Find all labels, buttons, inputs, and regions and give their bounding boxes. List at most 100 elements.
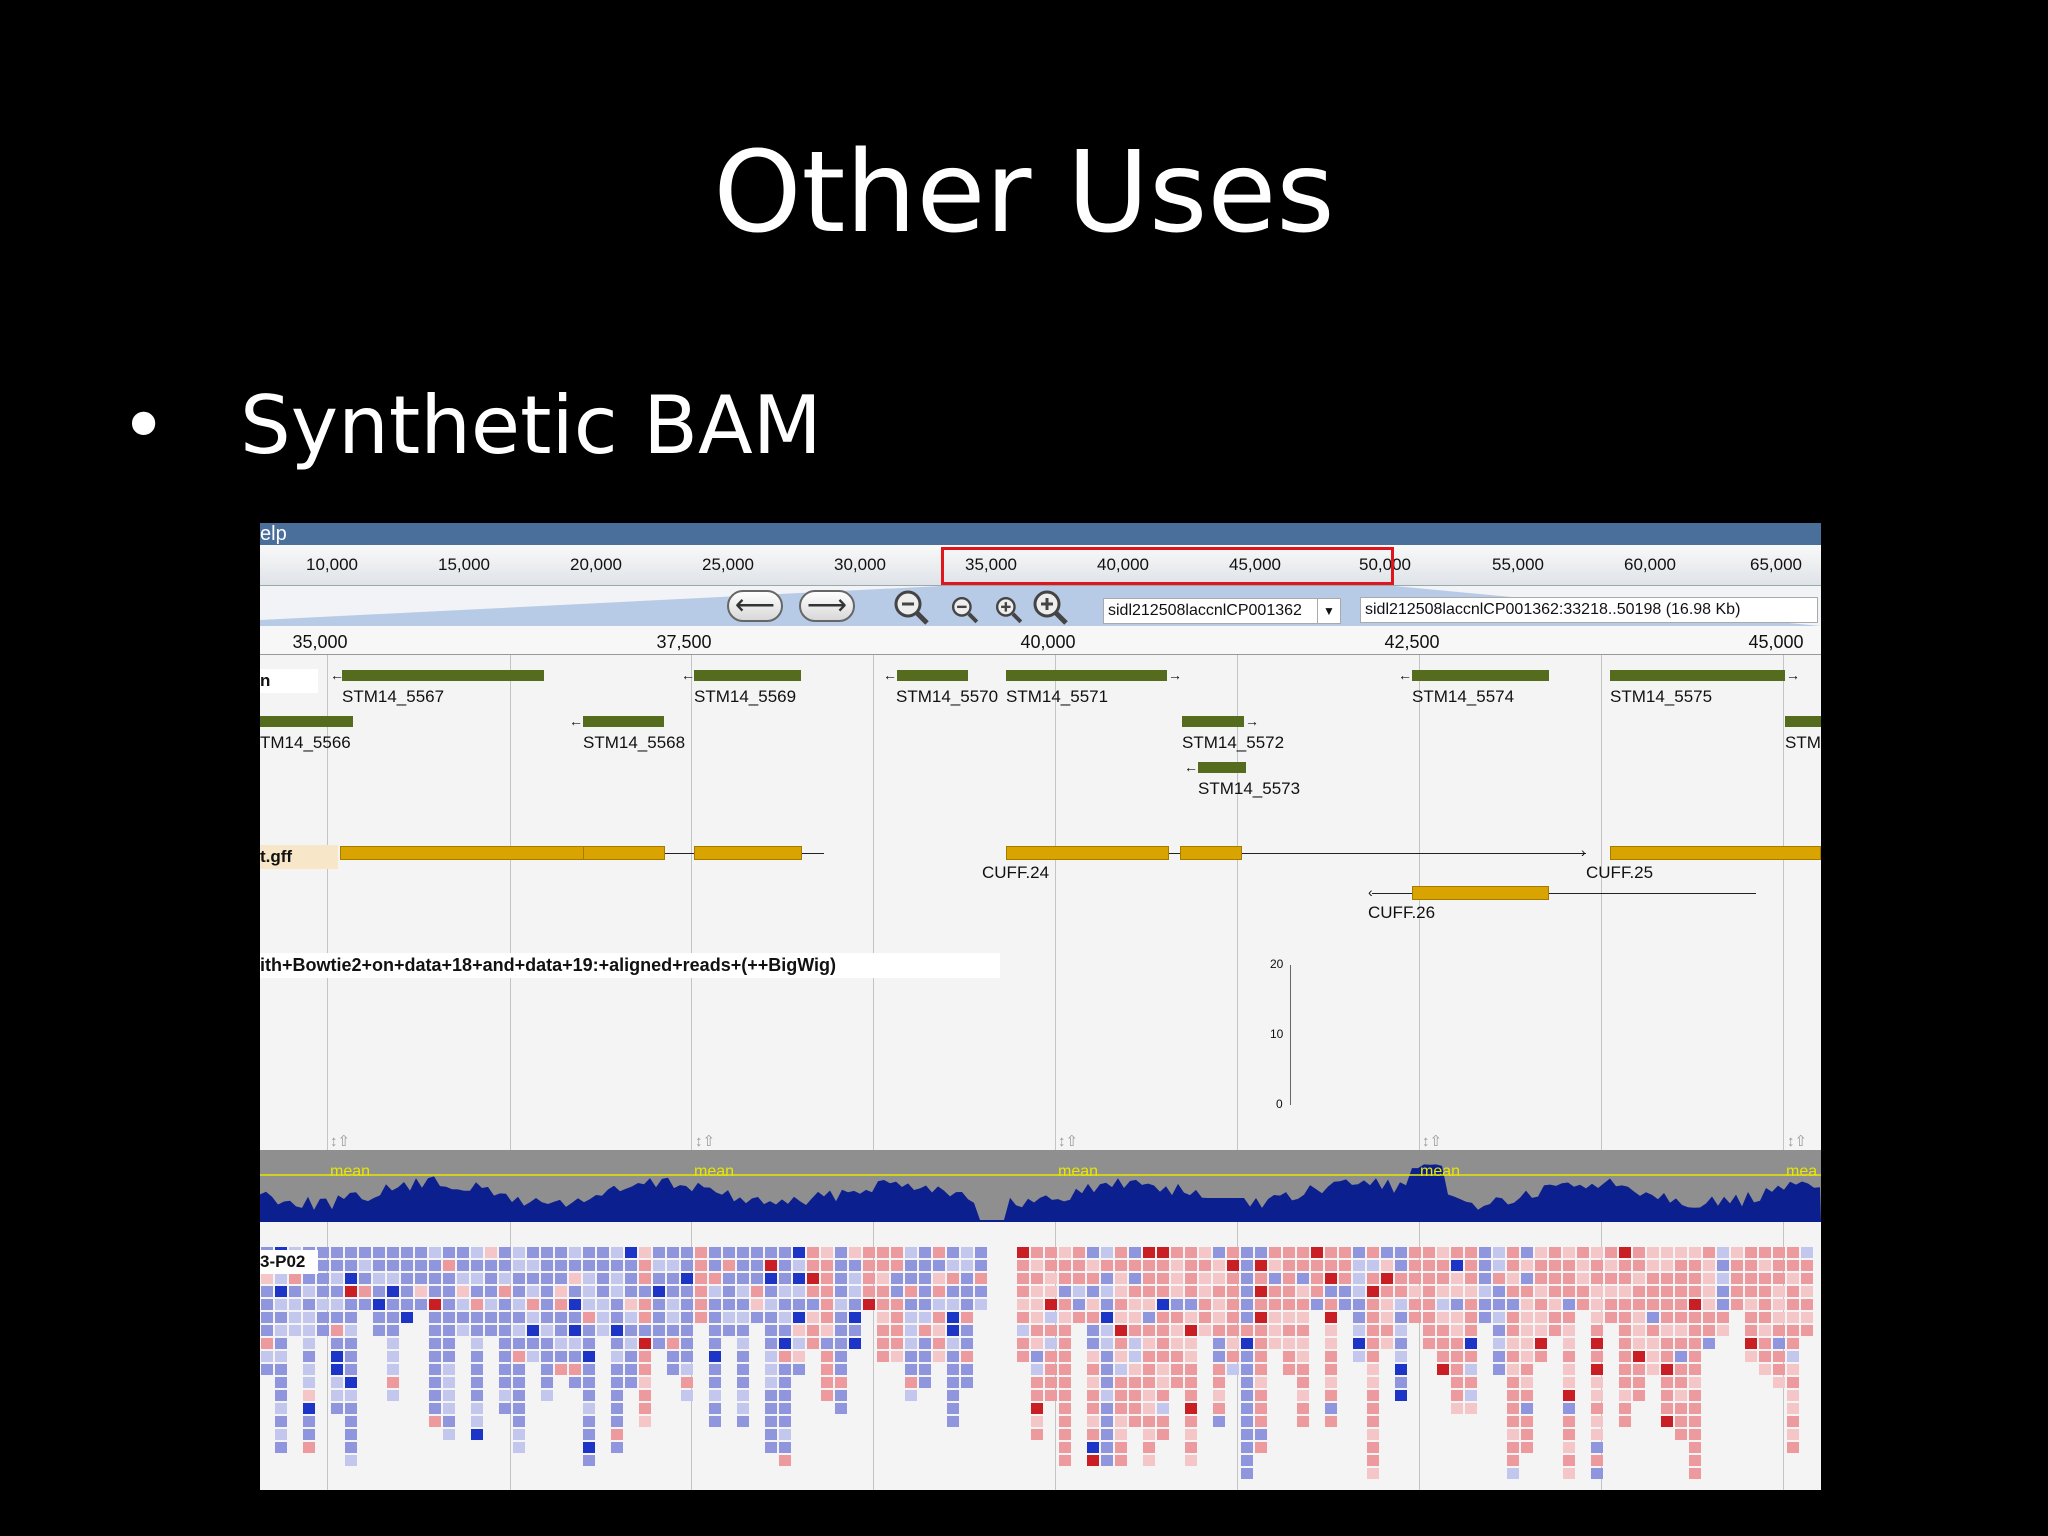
read-tile [821,1260,833,1271]
read-tile [1465,1377,1477,1388]
read-tile [1619,1325,1631,1336]
read-tile [1157,1403,1169,1414]
read-tile [667,1325,679,1336]
gene-feature[interactable] [260,716,353,727]
pan-left-button[interactable]: ⟵ [727,590,783,622]
read-tile [555,1260,567,1271]
overview-tick: 25,000 [702,555,754,574]
read-tile [1591,1247,1603,1258]
cufflinks-exon[interactable] [694,846,802,860]
gene-track-label[interactable]: n [260,669,318,693]
gene-feature[interactable] [1198,762,1246,773]
read-tile [1563,1390,1575,1401]
read-tile [765,1377,777,1388]
read-tile [835,1338,847,1349]
gene-feature[interactable] [1412,670,1549,681]
read-tile [583,1442,595,1453]
read-tile [1129,1364,1141,1375]
read-tile [1521,1325,1533,1336]
read-tile [345,1364,357,1375]
gene-feature[interactable] [897,670,968,681]
coverage-plot[interactable] [260,1150,1821,1222]
read-tile [737,1377,749,1388]
read-tile [1325,1286,1337,1297]
read-tile [1465,1325,1477,1336]
read-tile [709,1390,721,1401]
read-tile [1255,1390,1267,1401]
read-tile [1507,1364,1519,1375]
zoom-in-small-icon[interactable] [994,595,1024,625]
read-tile [947,1377,959,1388]
read-tile [1325,1416,1337,1427]
zoom-out-big-icon[interactable] [893,589,931,627]
zoom-out-small-icon[interactable] [950,595,980,625]
read-tile [401,1312,413,1323]
read-tile [415,1260,427,1271]
read-tile [933,1338,945,1349]
read-tile [569,1364,581,1375]
gene-feature[interactable] [1610,670,1785,681]
read-tile [611,1403,623,1414]
read-tile [1703,1338,1715,1349]
read-tile [1633,1312,1645,1323]
bigwig-track-icon: ↕⇧ [1422,1133,1443,1150]
read-tile [1717,1312,1729,1323]
location-input[interactable]: sidl212508laccnlCP001362:33218..50198 (1… [1360,597,1818,623]
overview-ruler[interactable]: 10,000 15,000 20,000 25,000 30,000 35,00… [260,545,1821,586]
help-menu[interactable]: elp [260,523,287,545]
alignment-track-label[interactable]: 3-P02 [260,1250,318,1274]
read-tile [1143,1312,1155,1323]
read-tile [1675,1260,1687,1271]
gene-feature[interactable] [1182,716,1244,727]
read-tile [1661,1312,1673,1323]
read-tile [1535,1260,1547,1271]
read-tile [303,1299,315,1310]
cufflinks-exon[interactable] [340,846,585,860]
read-tile [1031,1403,1043,1414]
read-tile [1199,1273,1211,1284]
read-tile [1353,1260,1365,1271]
read-tile [1395,1273,1407,1284]
read-tile [933,1273,945,1284]
cufflinks-exon[interactable] [583,846,665,860]
read-tile [1045,1247,1057,1258]
read-tile [891,1312,903,1323]
read-tile [1535,1299,1547,1310]
cufflinks-exon[interactable] [1006,846,1169,860]
chevron-down-icon: ▼ [1317,599,1340,623]
read-tile [471,1273,483,1284]
zoom-in-big-icon[interactable] [1032,589,1070,627]
read-tile [345,1312,357,1323]
read-tile [1605,1260,1617,1271]
bigwig-track-label[interactable]: ith+Bowtie2+on+data+18+and+data+19:+alig… [260,953,1000,978]
read-tile [569,1325,581,1336]
read-tile [1773,1273,1785,1284]
read-tile [1031,1377,1043,1388]
gene-feature[interactable] [694,670,801,681]
read-tile [1451,1390,1463,1401]
read-tile [667,1312,679,1323]
read-tile [1563,1468,1575,1479]
read-tile [891,1260,903,1271]
alignment-reads[interactable] [260,1245,1821,1490]
bullet-item: • Synthetic BAM [120,378,822,474]
cufflinks-track-label[interactable]: t.gff [260,845,338,869]
read-tile [317,1325,329,1336]
read-tile [1185,1377,1197,1388]
gene-feature[interactable] [342,670,544,681]
cufflinks-exon[interactable] [1412,886,1549,900]
read-tile [415,1286,427,1297]
overview-viewport-highlight[interactable] [941,547,1394,585]
gene-feature[interactable] [1785,716,1821,727]
reference-sequence-select[interactable]: sidl212508laccnlCP001362 ▼ [1103,598,1341,624]
read-tile [1311,1286,1323,1297]
read-tile [1521,1260,1533,1271]
cufflinks-exon[interactable] [1180,846,1242,860]
read-tile [1143,1273,1155,1284]
read-tile [1661,1247,1673,1258]
gene-feature[interactable] [583,716,664,727]
pan-right-button[interactable]: ⟶ [799,590,855,622]
cufflinks-exon[interactable] [1610,846,1821,860]
read-tile [905,1260,917,1271]
gene-feature[interactable] [1006,670,1167,681]
